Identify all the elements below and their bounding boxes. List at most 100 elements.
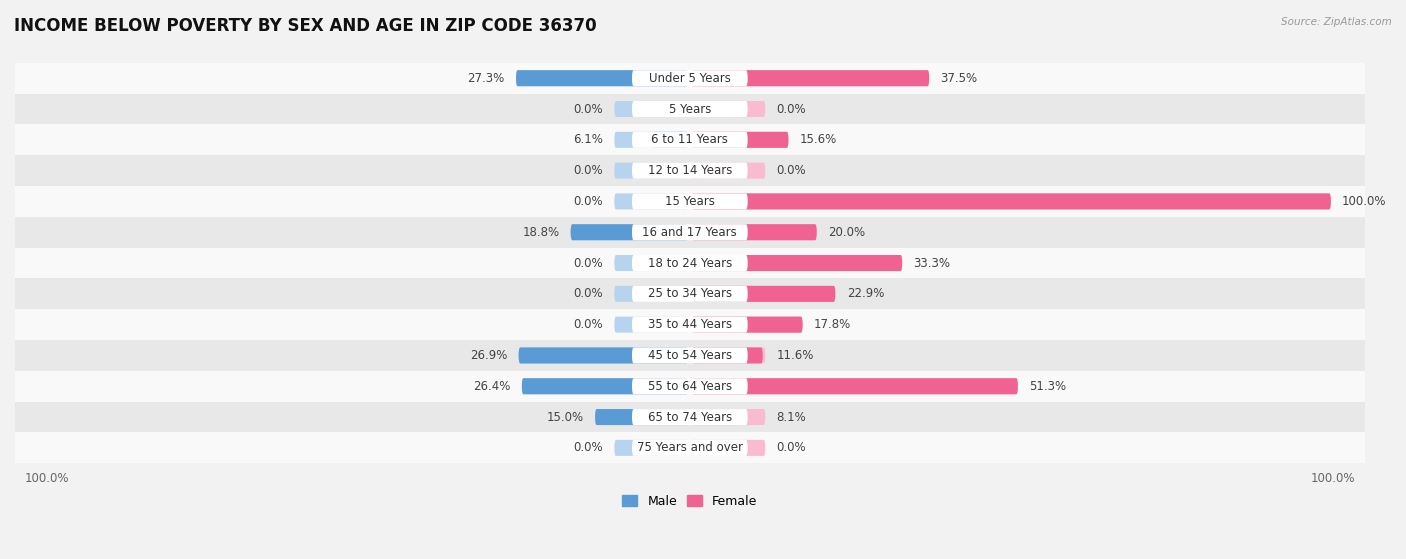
Bar [0, 125, 1396, 155]
FancyBboxPatch shape [519, 348, 688, 363]
Bar [0, 371, 1396, 402]
Text: 35 to 44 Years: 35 to 44 Years [648, 318, 733, 331]
Text: 26.4%: 26.4% [474, 380, 510, 393]
FancyBboxPatch shape [631, 255, 748, 271]
FancyBboxPatch shape [614, 316, 688, 333]
FancyBboxPatch shape [571, 224, 688, 240]
Text: 0.0%: 0.0% [574, 287, 603, 300]
FancyBboxPatch shape [614, 193, 688, 210]
Text: 6 to 11 Years: 6 to 11 Years [651, 133, 728, 146]
Text: 0.0%: 0.0% [574, 164, 603, 177]
FancyBboxPatch shape [692, 255, 903, 271]
FancyBboxPatch shape [692, 224, 817, 240]
Text: 22.9%: 22.9% [846, 287, 884, 300]
Text: 5 Years: 5 Years [669, 102, 711, 116]
FancyBboxPatch shape [692, 316, 803, 333]
Text: INCOME BELOW POVERTY BY SEX AND AGE IN ZIP CODE 36370: INCOME BELOW POVERTY BY SEX AND AGE IN Z… [14, 17, 596, 35]
FancyBboxPatch shape [631, 224, 748, 240]
FancyBboxPatch shape [692, 286, 835, 302]
FancyBboxPatch shape [631, 378, 748, 394]
FancyBboxPatch shape [631, 132, 748, 148]
FancyBboxPatch shape [692, 163, 765, 179]
Text: 0.0%: 0.0% [574, 442, 603, 454]
Text: 15 Years: 15 Years [665, 195, 714, 208]
Bar [0, 217, 1396, 248]
FancyBboxPatch shape [692, 132, 789, 148]
Text: 100.0%: 100.0% [1343, 195, 1386, 208]
Text: 8.1%: 8.1% [776, 410, 807, 424]
Text: Source: ZipAtlas.com: Source: ZipAtlas.com [1281, 17, 1392, 27]
FancyBboxPatch shape [692, 378, 1018, 394]
Text: 37.5%: 37.5% [941, 72, 977, 85]
FancyBboxPatch shape [692, 101, 765, 117]
FancyBboxPatch shape [692, 348, 762, 363]
Text: Under 5 Years: Under 5 Years [650, 72, 731, 85]
Text: 0.0%: 0.0% [776, 442, 806, 454]
FancyBboxPatch shape [692, 409, 740, 425]
FancyBboxPatch shape [692, 409, 765, 425]
FancyBboxPatch shape [692, 378, 1018, 394]
Text: 26.9%: 26.9% [470, 349, 508, 362]
FancyBboxPatch shape [631, 101, 748, 117]
FancyBboxPatch shape [614, 163, 688, 179]
Legend: Male, Female: Male, Female [617, 490, 762, 513]
Text: 75 Years and over: 75 Years and over [637, 442, 742, 454]
FancyBboxPatch shape [631, 348, 748, 363]
FancyBboxPatch shape [516, 70, 688, 86]
FancyBboxPatch shape [631, 409, 748, 425]
FancyBboxPatch shape [614, 132, 688, 148]
FancyBboxPatch shape [614, 440, 688, 456]
FancyBboxPatch shape [692, 70, 929, 86]
Bar [0, 93, 1396, 125]
Text: 45 to 54 Years: 45 to 54 Years [648, 349, 733, 362]
Text: 0.0%: 0.0% [574, 195, 603, 208]
FancyBboxPatch shape [692, 316, 803, 333]
FancyBboxPatch shape [614, 255, 688, 271]
Text: 0.0%: 0.0% [574, 318, 603, 331]
Text: 11.6%: 11.6% [776, 349, 814, 362]
Text: 27.3%: 27.3% [467, 72, 505, 85]
Bar [0, 155, 1396, 186]
FancyBboxPatch shape [571, 224, 688, 240]
Text: 18.8%: 18.8% [522, 226, 560, 239]
FancyBboxPatch shape [692, 224, 817, 240]
FancyBboxPatch shape [692, 193, 1331, 210]
FancyBboxPatch shape [631, 316, 748, 333]
FancyBboxPatch shape [631, 440, 748, 456]
Text: 0.0%: 0.0% [776, 164, 806, 177]
FancyBboxPatch shape [519, 348, 688, 363]
FancyBboxPatch shape [692, 255, 903, 271]
Text: 55 to 64 Years: 55 to 64 Years [648, 380, 733, 393]
FancyBboxPatch shape [692, 70, 929, 86]
Bar [0, 278, 1396, 309]
FancyBboxPatch shape [631, 193, 748, 210]
FancyBboxPatch shape [516, 70, 688, 86]
Text: 0.0%: 0.0% [776, 102, 806, 116]
FancyBboxPatch shape [692, 286, 835, 302]
Bar [0, 340, 1396, 371]
FancyBboxPatch shape [692, 132, 789, 148]
Text: 33.3%: 33.3% [914, 257, 950, 269]
FancyBboxPatch shape [595, 409, 688, 425]
Text: 0.0%: 0.0% [574, 102, 603, 116]
Bar [0, 186, 1396, 217]
FancyBboxPatch shape [522, 378, 688, 394]
Bar [0, 402, 1396, 433]
FancyBboxPatch shape [595, 409, 688, 425]
FancyBboxPatch shape [692, 440, 765, 456]
Text: 15.6%: 15.6% [800, 133, 837, 146]
Bar [0, 63, 1396, 93]
Text: 51.3%: 51.3% [1029, 380, 1066, 393]
Text: 15.0%: 15.0% [547, 410, 583, 424]
FancyBboxPatch shape [631, 286, 748, 302]
Text: 6.1%: 6.1% [574, 133, 603, 146]
Bar [0, 433, 1396, 463]
FancyBboxPatch shape [631, 70, 748, 86]
Text: 65 to 74 Years: 65 to 74 Years [648, 410, 733, 424]
FancyBboxPatch shape [614, 101, 688, 117]
FancyBboxPatch shape [692, 193, 1331, 210]
FancyBboxPatch shape [614, 286, 688, 302]
Text: 16 and 17 Years: 16 and 17 Years [643, 226, 737, 239]
Text: 25 to 34 Years: 25 to 34 Years [648, 287, 733, 300]
FancyBboxPatch shape [652, 132, 688, 148]
